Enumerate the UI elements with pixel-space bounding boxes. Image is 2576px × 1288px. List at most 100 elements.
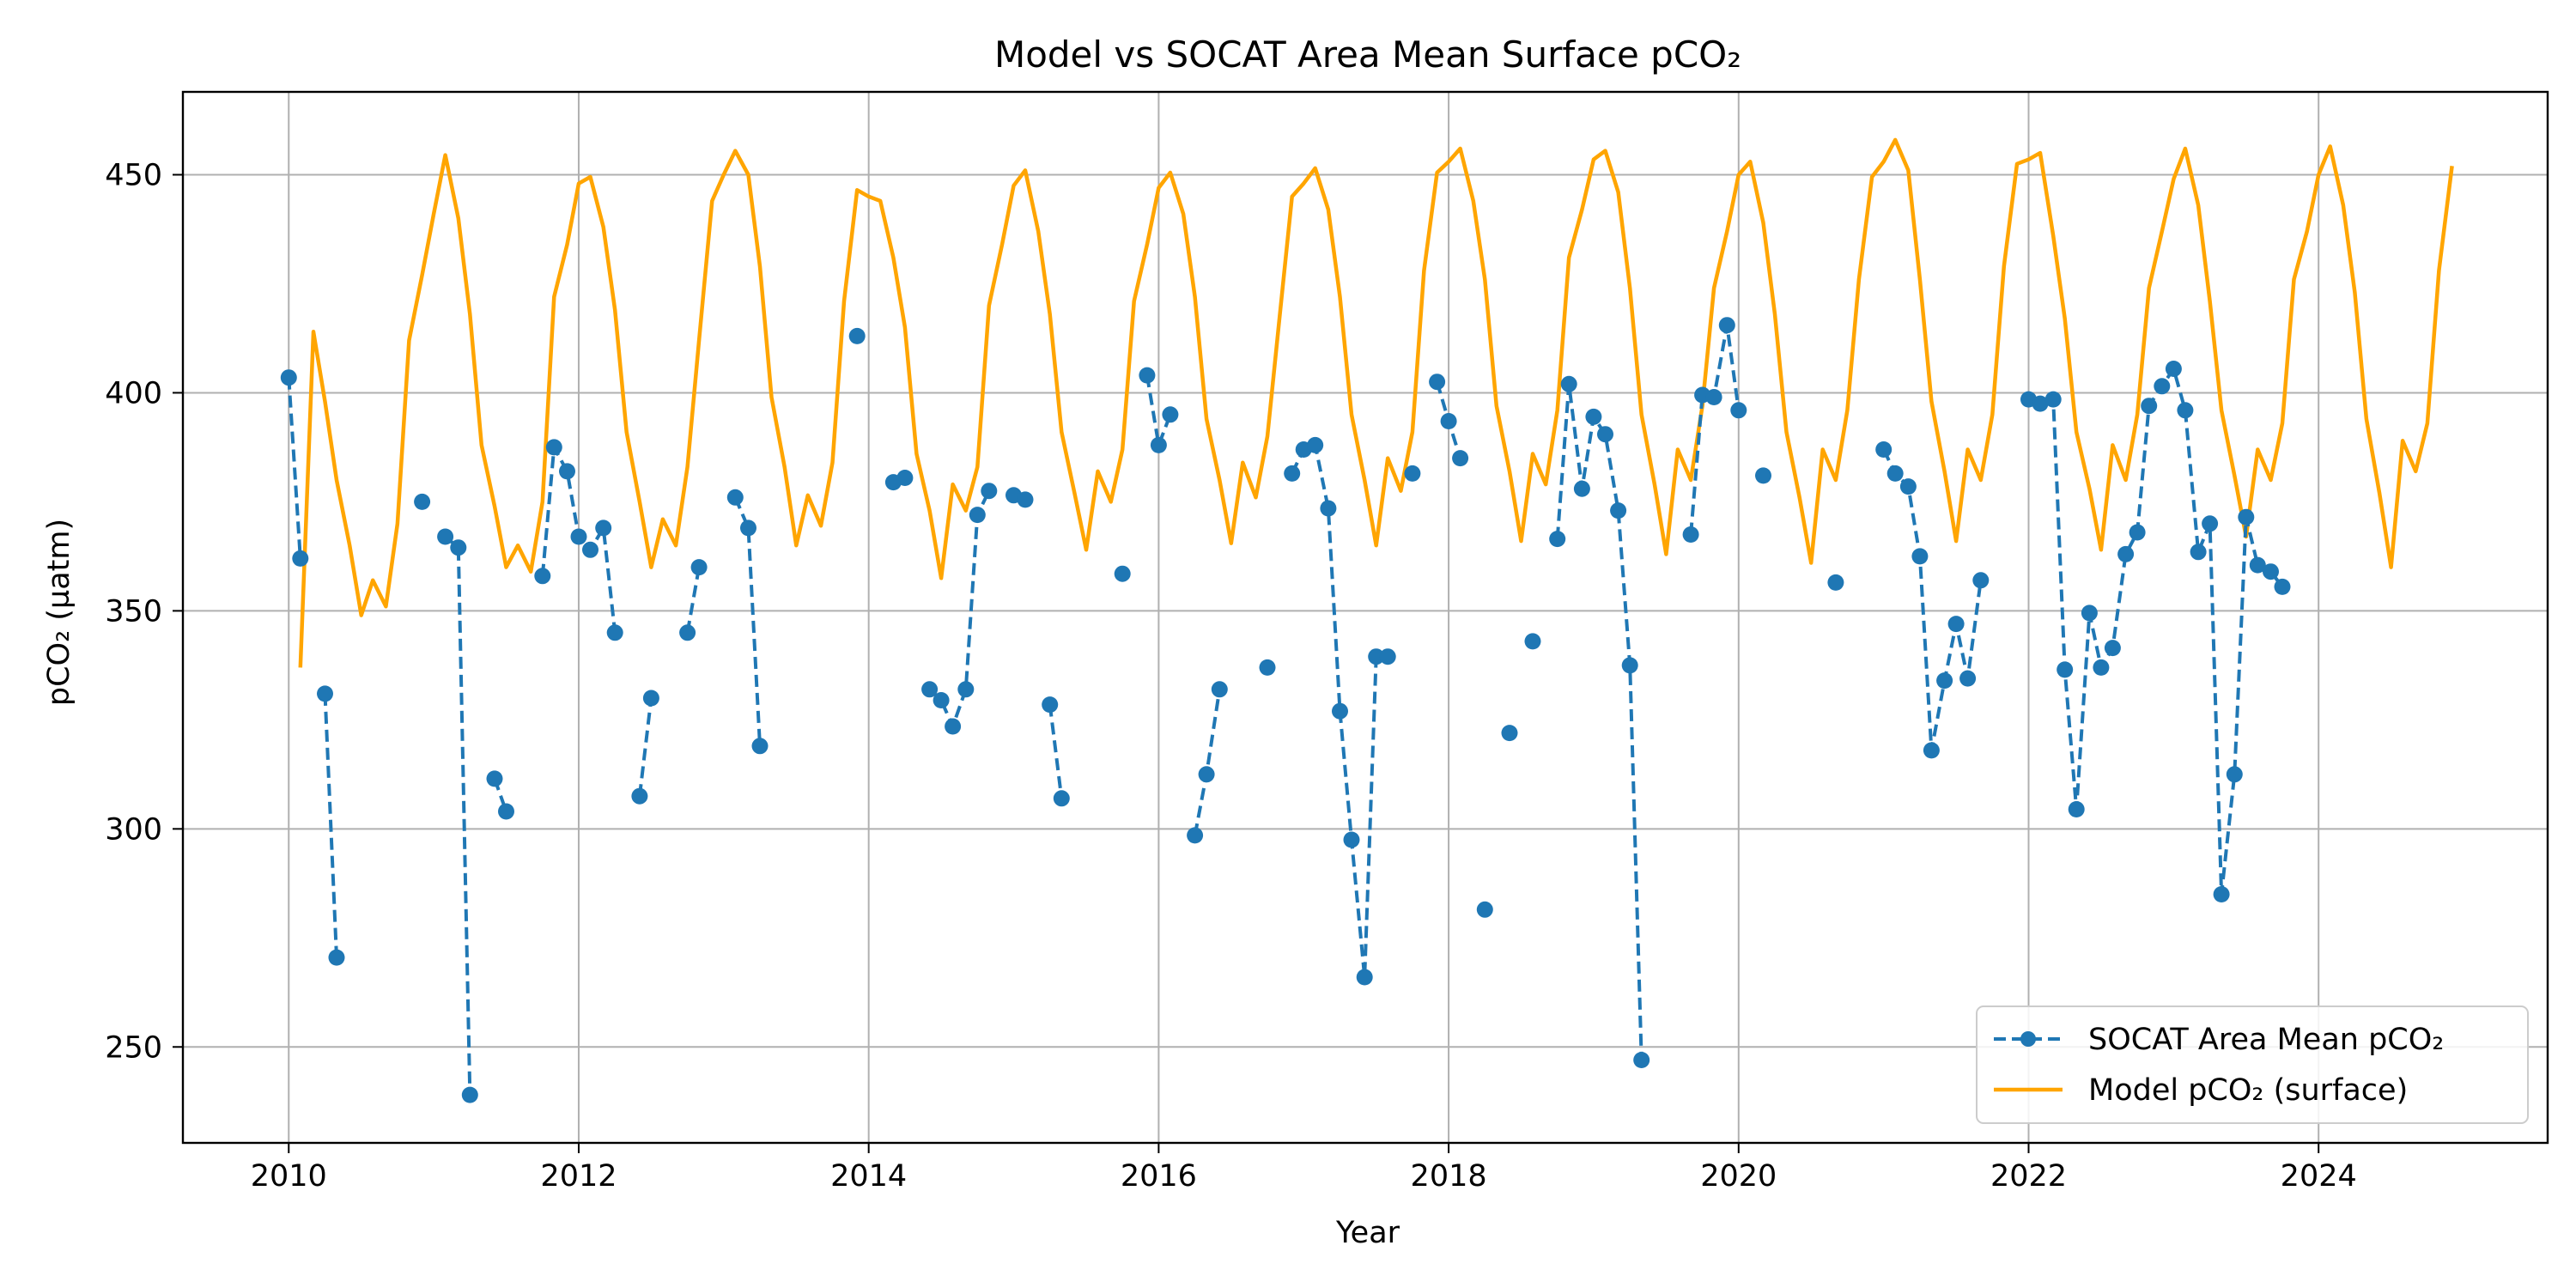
x-tick-label: 2012 — [540, 1159, 617, 1194]
socat-point — [1573, 480, 1590, 497]
socat-point — [1597, 426, 1613, 443]
socat-point — [545, 439, 562, 456]
socat-point — [2190, 544, 2207, 561]
socat-point — [2238, 508, 2255, 526]
socat-point — [1911, 548, 1929, 565]
socat-point — [1524, 633, 1541, 650]
socat-point — [1718, 317, 1735, 334]
socat-point — [450, 539, 467, 556]
socat-point — [933, 692, 950, 708]
socat-point — [1259, 659, 1276, 676]
socat-point — [2154, 378, 2171, 395]
socat-point — [2117, 545, 2135, 562]
x-tick-label: 2020 — [1700, 1159, 1777, 1194]
socat-point — [1162, 406, 1179, 423]
socat-point — [981, 483, 998, 500]
socat-point — [1429, 374, 1446, 391]
x-tick-label: 2016 — [1121, 1159, 1197, 1194]
socat-point — [2129, 524, 2146, 541]
socat-point — [751, 738, 769, 755]
socat-point — [2274, 578, 2291, 595]
socat-point — [848, 327, 866, 344]
socat-point — [486, 770, 503, 787]
socat-line-segment — [2027, 364, 2284, 895]
socat-point — [2044, 391, 2062, 408]
axis-ticks: 2010 2012 2014 2016 2018 2020 2022 2024 250 300 35… — [105, 158, 2357, 1194]
socat-point — [1368, 648, 1385, 665]
socat-point — [631, 787, 648, 805]
socat-point — [2081, 605, 2098, 622]
x-tick-label: 2024 — [2281, 1159, 2357, 1194]
socat-point — [1187, 827, 1204, 844]
socat-point — [317, 685, 333, 702]
socat-point — [1404, 465, 1421, 482]
socat-point — [1755, 467, 1771, 484]
legend-model-label: Model pCO₂ (surface) — [2088, 1073, 2408, 1108]
socat-point — [559, 463, 575, 480]
socat-point — [2213, 886, 2230, 902]
socat-line-segment — [1048, 704, 1064, 799]
socat-point — [1560, 375, 1577, 392]
socat-point — [1476, 901, 1493, 918]
socat-point — [921, 681, 939, 698]
socat-point — [1114, 565, 1131, 582]
y-tick-label: 400 — [105, 376, 162, 410]
y-tick-label: 250 — [105, 1030, 162, 1065]
socat-point — [606, 624, 623, 641]
y-tick-label: 300 — [105, 812, 162, 847]
socat-point — [2249, 556, 2266, 574]
socat-point — [1633, 1052, 1650, 1068]
x-tick-label: 2010 — [251, 1159, 327, 1194]
socat-point — [1730, 402, 1747, 419]
socat-point — [292, 550, 309, 567]
socat-point — [2068, 801, 2085, 817]
socat-point — [1284, 465, 1301, 482]
y-tick-label: 350 — [105, 594, 162, 629]
model-series — [298, 137, 2454, 668]
legend-box — [1976, 1005, 2529, 1124]
socat-point — [726, 489, 744, 506]
socat-point — [1936, 672, 1953, 690]
x-tick-label: 2018 — [1411, 1159, 1487, 1194]
socat-point — [1307, 436, 1324, 453]
legend: SOCAT Area Mean pCO₂ Model pCO₂ (surface… — [1976, 1005, 2529, 1124]
socat-point — [1875, 441, 1893, 458]
socat-point — [534, 568, 551, 585]
socat-point — [2177, 402, 2194, 419]
socat-point — [1899, 478, 1917, 495]
socat-line-segment — [287, 377, 302, 559]
socat-point — [570, 528, 587, 545]
socat-point — [1343, 831, 1360, 848]
socat-point — [1320, 500, 1337, 517]
socat-point — [1923, 742, 1940, 759]
socat-point — [642, 690, 659, 707]
socat-line-segment — [1145, 374, 1172, 453]
socat-point — [2165, 361, 2182, 377]
legend-socat-marker — [2020, 1031, 2036, 1047]
socat-point — [1886, 465, 1904, 482]
socat-point — [1705, 389, 1722, 405]
socat-point — [740, 519, 756, 537]
socat-point — [461, 1086, 478, 1103]
socat-series — [280, 317, 2291, 1103]
socat-point — [414, 493, 431, 510]
socat-point — [280, 369, 297, 386]
socat-point — [2104, 640, 2121, 657]
socat-point — [1585, 408, 1602, 425]
socat-point — [957, 681, 975, 698]
socat-point — [595, 519, 612, 537]
socat-line-segment — [1555, 384, 1643, 1060]
socat-point — [1211, 681, 1228, 698]
socat-point — [328, 949, 345, 966]
socat-line-segment — [323, 693, 338, 958]
socat-point — [1452, 450, 1469, 467]
x-tick-label: 2014 — [830, 1159, 907, 1194]
socat-point — [1379, 648, 1396, 665]
socat-point — [1332, 702, 1348, 720]
socat-line-segment — [685, 567, 702, 634]
socat-point — [1972, 572, 1990, 589]
model-line — [298, 137, 2454, 668]
socat-line-segment — [637, 697, 653, 797]
socat-point — [1053, 790, 1070, 807]
